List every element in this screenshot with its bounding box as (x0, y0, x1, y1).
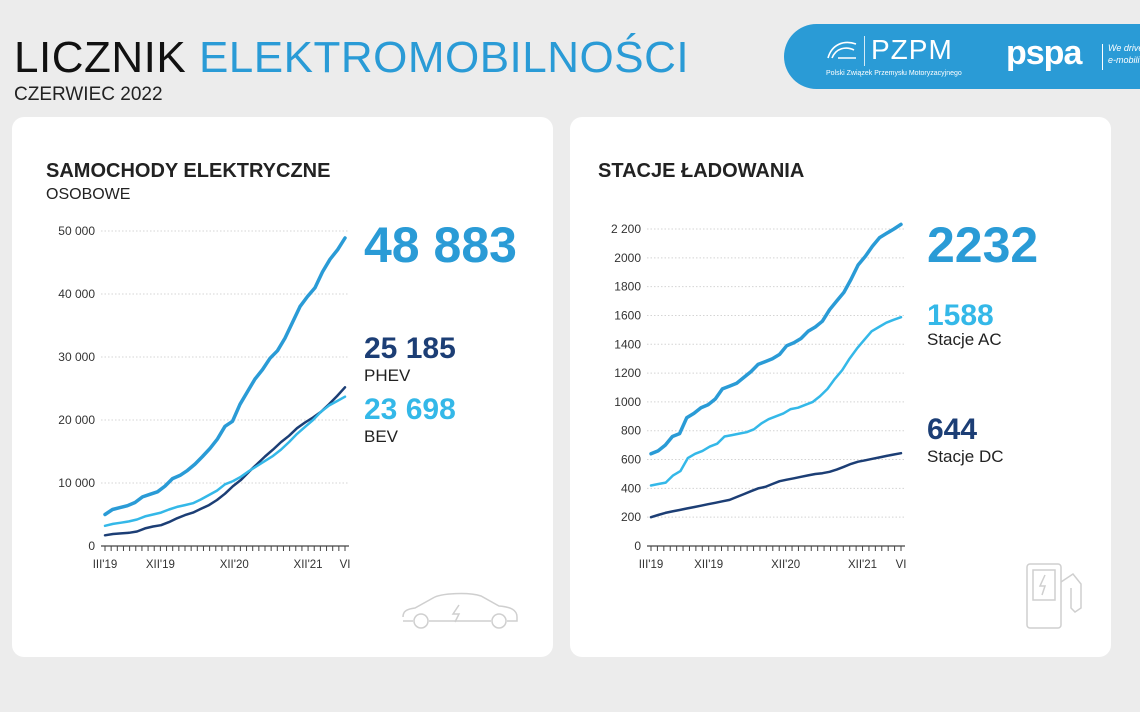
cars-series-total-line (103, 236, 347, 517)
cars-ytick-label: 10 000 (58, 476, 95, 490)
stations-ytick-label: 1600 (614, 308, 641, 322)
bev-value: 23 698 (364, 393, 456, 426)
stations-ytick-label: 2 200 (611, 222, 641, 236)
stations-ytick-label: 200 (621, 510, 641, 524)
stations-series-dc-line (649, 451, 903, 519)
page-title: LICZNIK ELEKTROMOBILNOŚCI (14, 36, 689, 80)
cars-card-subtitle: OSOBOWE (46, 186, 131, 203)
pspa-tagline-line1: We drive (1108, 43, 1140, 53)
pspa-logo-text: pspa (1006, 34, 1082, 72)
stations-ytick-label: 1000 (614, 395, 641, 409)
cars-series-phev-line (103, 386, 347, 537)
stations-card-title: STACJE ŁADOWANIA (598, 160, 805, 182)
pzpm-divider (864, 36, 865, 66)
cars-ytick-label: 30 000 (58, 350, 95, 364)
cars-ytick-label: 50 000 (58, 224, 95, 238)
stations-xtick-label: XII'20 (771, 559, 800, 571)
ac-stations-value: 1588 (927, 299, 994, 332)
dc-stations-value: 644 (927, 413, 978, 446)
stations-series-total-line (649, 222, 903, 456)
ac-stations-label: Stacje AC (927, 330, 1002, 349)
stations-ytick-label: 0 (634, 539, 641, 553)
pzpm-logo-icon (827, 41, 857, 59)
cars-xtick-label: VI (340, 559, 351, 571)
stations-xtick-label: VI (896, 559, 907, 571)
charging-station-icon (1026, 563, 1082, 629)
stations-ytick-label: 600 (621, 453, 641, 467)
stations-ytick-label: 2000 (614, 251, 641, 265)
stations-xtick-label: XII'19 (694, 559, 723, 571)
stations-line-chart: 0 200 400 600 800 1000 1200 1400 1600 1800 2000 2 2… (611, 222, 907, 571)
stations-total-value: 2232 (927, 217, 1039, 273)
cars-ytick-label: 20 000 (58, 413, 95, 427)
cars-xtick-label: XII'19 (146, 559, 175, 571)
pspa-divider (1102, 44, 1103, 70)
page-subtitle: CZERWIEC 2022 (14, 84, 163, 105)
car-icon (402, 592, 518, 629)
cars-card-title: SAMOCHODY ELEKTRYCZNE (46, 160, 331, 182)
electric-cars-card: SAMOCHODY ELEKTRYCZNE OSOBOWE 0 10 000 20 … (12, 117, 553, 657)
pspa-tagline: We drive e-mobility (1108, 42, 1140, 66)
title-part2: ELEKTROMOBILNOŚCI (198, 33, 690, 82)
title-part1: LICZNIK (14, 33, 187, 82)
pzpm-logo-subtext: Polski Związek Przemysłu Motoryzacyjnego (826, 70, 962, 77)
cars-xtick-label: XII'20 (220, 559, 249, 571)
pzpm-logo-text: PZPM (871, 34, 953, 65)
stations-ytick-label: 800 (621, 424, 641, 438)
phev-value: 25 185 (364, 332, 456, 365)
stations-ytick-label: 1400 (614, 337, 641, 351)
cars-total-value: 48 883 (364, 217, 517, 273)
stations-xtick-label: III'19 (639, 559, 664, 571)
stations-ytick-label: 1200 (614, 366, 641, 380)
cars-series-bev-line (103, 395, 347, 528)
cars-ytick-label: 40 000 (58, 287, 95, 301)
bev-label: BEV (364, 427, 399, 446)
partners-logo-banner: PZPM Polski Związek Przemysłu Motoryzacy… (784, 24, 1140, 89)
cars-xtick-label: XII'21 (294, 559, 323, 571)
stations-series-ac-line (649, 315, 903, 487)
stations-ytick-label: 400 (621, 481, 641, 495)
stations-ytick-label: 1800 (614, 280, 641, 294)
cars-xtick-label: III'19 (93, 559, 118, 571)
cars-line-chart: 0 10 000 20 000 30 000 40 000 50 000 III'19 XII… (58, 224, 351, 571)
phev-label: PHEV (364, 366, 411, 385)
dc-stations-label: Stacje DC (927, 447, 1004, 466)
pspa-tagline-line2: e-mobility (1108, 55, 1140, 65)
charging-stations-card: STACJE ŁADOWANIA 0 200 400 600 800 1000 1200 14… (570, 117, 1111, 657)
cars-ytick-label: 0 (88, 539, 95, 553)
stations-xtick-label: XII'21 (848, 559, 877, 571)
